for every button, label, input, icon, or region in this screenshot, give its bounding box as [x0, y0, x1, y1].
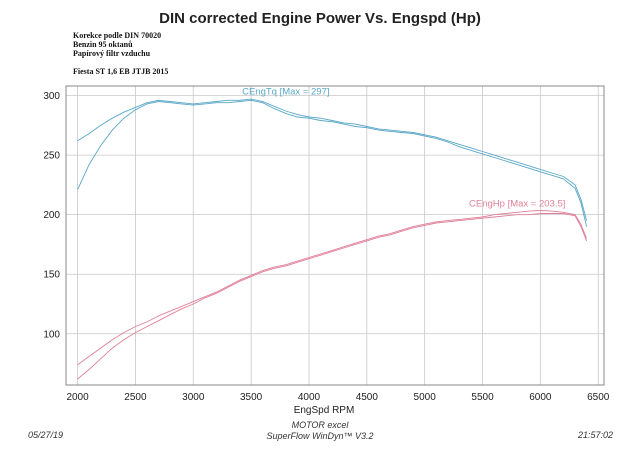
note-vehicle: Fiesta ST 1,6 EB JTJB 2015	[73, 67, 169, 76]
x-tick-label: 2000	[66, 392, 89, 403]
x-tick-label: 4000	[298, 392, 321, 403]
y-tick-label: 250	[43, 151, 60, 162]
x-tick-label: 3000	[182, 392, 205, 403]
software-info: MOTOR excel SuperFlow WinDyn™ V3.2	[200, 420, 440, 442]
note-fuel: Benzin 95 oktanů	[73, 40, 133, 49]
grid-lines	[66, 86, 604, 385]
plot-area	[65, 85, 605, 386]
x-tick-label: 2500	[124, 392, 147, 403]
torque-line-0	[77, 99, 588, 227]
x-tick-label: 6500	[587, 392, 610, 403]
power-line-3	[77, 210, 588, 366]
report-time: 21:57:02	[578, 430, 614, 440]
x-tick-label: 6000	[529, 392, 552, 403]
report-date: 05/27/19	[28, 430, 64, 440]
x-tick-label: 4500	[356, 392, 379, 403]
software-line-1: MOTOR excel	[291, 420, 349, 430]
series-label: CEngTq [Max = 297]	[242, 86, 329, 97]
note-filter: Papírový filtr vzduchu	[73, 49, 151, 58]
test-notes: Korekce podle DIN 70020 Benzin 95 oktanů…	[73, 31, 168, 76]
series-annotations: CEngTq [Max = 297] CEngHp [Max = 203.5]	[242, 86, 565, 209]
axis-ticks: 100 150 200 250 300 2000 2500 3000 3500 4000 4500 5…	[43, 91, 609, 403]
software-line-2: SuperFlow WinDyn™ V3.2	[266, 431, 374, 441]
x-tick-label: 5500	[471, 392, 494, 403]
y-tick-label: 100	[43, 329, 60, 340]
torque-line-1	[77, 98, 588, 221]
series-label: CEngHp [Max = 203.5]	[469, 198, 565, 209]
chart-title: DIN corrected Engine Power Vs. Engspd (H…	[159, 10, 481, 27]
series-lines	[77, 98, 588, 380]
power-line-2	[77, 213, 588, 380]
x-tick-label: 5000	[414, 392, 437, 403]
y-tick-label: 200	[43, 210, 60, 221]
y-tick-label: 300	[43, 91, 60, 102]
x-axis-label: EngSpd RPM	[294, 405, 355, 416]
note-correction: Korekce podle DIN 70020	[73, 31, 162, 40]
x-tick-label: 3500	[240, 392, 263, 403]
y-tick-label: 150	[43, 270, 60, 281]
